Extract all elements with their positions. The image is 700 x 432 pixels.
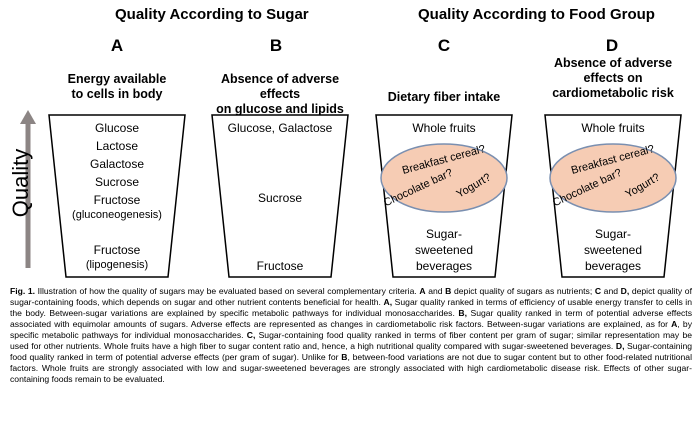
panel-b-cup: Glucose, Galactose Sucrose Fructose bbox=[211, 114, 349, 278]
sugar-item: Galactose bbox=[89, 157, 145, 171]
panel-c-letter: C bbox=[437, 36, 451, 55]
sugar-item: Glucose, Galactose bbox=[227, 121, 333, 135]
food-item-bottom: sweetened bbox=[414, 243, 474, 257]
heading-quality-food-group: Quality According to Food Group bbox=[418, 6, 655, 23]
heading-quality-sugar: Quality According to Sugar bbox=[115, 6, 309, 23]
food-item-top: Whole fruits bbox=[412, 121, 476, 135]
panel-d-letter: D bbox=[605, 36, 619, 55]
sugar-item: Lactose bbox=[95, 139, 139, 153]
quality-axis-label: Quality bbox=[8, 148, 33, 218]
food-item-top: Whole fruits bbox=[581, 121, 645, 135]
food-item-bottom: Sugar- bbox=[425, 227, 463, 241]
sugar-item: Fructose bbox=[93, 243, 141, 257]
food-item-bottom: Sugar- bbox=[594, 227, 632, 241]
panel-b-letter: B bbox=[269, 36, 283, 55]
sugar-item: Sucrose bbox=[257, 191, 303, 205]
figure-caption: Fig. 1. Illustration of how the quality … bbox=[10, 286, 692, 384]
sugar-item: Sucrose bbox=[94, 175, 140, 189]
panel-b-title: Absence of adverse effects on glucose an… bbox=[216, 72, 344, 116]
panel-d-cup: Whole fruits Breakfast cereal? Chocolate… bbox=[544, 114, 682, 278]
panel-c-cup: Whole fruits Breakfast cereal? Chocolate… bbox=[375, 114, 513, 278]
sugar-item: Fructose bbox=[256, 259, 304, 273]
food-oval bbox=[549, 143, 677, 213]
sugar-item: Fructose bbox=[93, 193, 141, 207]
sugar-item-note: (lipogenesis) bbox=[85, 259, 149, 271]
food-item-bottom: beverages bbox=[415, 259, 473, 273]
food-oval bbox=[380, 143, 508, 213]
panel-a-title: Energy available to cells in body bbox=[67, 72, 167, 101]
sugar-item: Glucose bbox=[94, 121, 140, 135]
panel-d-title: Absence of adverse effects on cardiometa… bbox=[552, 56, 674, 100]
food-item-bottom: sweetened bbox=[583, 243, 643, 257]
panel-a-cup: Glucose Lactose Galactose Sucrose Fructo… bbox=[48, 114, 186, 278]
quality-arrow bbox=[20, 110, 36, 268]
panel-c-title: Dietary fiber intake bbox=[387, 90, 501, 104]
sugar-item-note: (gluconeogenesis) bbox=[72, 209, 162, 221]
food-item-bottom: beverages bbox=[584, 259, 642, 273]
panel-a-letter: A bbox=[110, 36, 124, 55]
